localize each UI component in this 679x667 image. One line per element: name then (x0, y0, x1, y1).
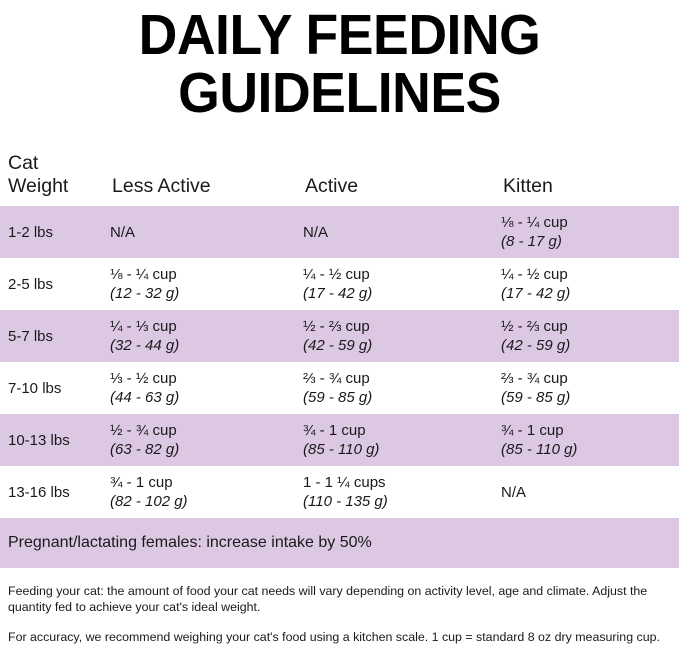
cell-less-active: ⅓ - ½ cup (44 - 63 g) (110, 362, 302, 414)
less-active-cup: N/A (110, 223, 136, 241)
kitten-cup: ½ - ⅔ cup (501, 318, 568, 335)
cell-active: ½ - ⅔ cup (42 - 59 g) (303, 310, 499, 362)
header-less-active: Less Active (112, 175, 211, 197)
active-cup: N/A (303, 223, 329, 241)
cell-kitten: N/A (501, 466, 679, 518)
less-active-cup: ½ - ¾ cup (110, 422, 177, 439)
active-grams: (85 - 110 g) (303, 441, 380, 458)
table-row: 13-16 lbs ¾ - 1 cup (82 - 102 g) 1 - 1 ¼… (0, 466, 679, 518)
less-active-cup: ⅓ - ½ cup (110, 370, 177, 387)
feeding-guidelines-poster: DAILY FEEDING GUIDELINES Cat Weight Less … (0, 0, 679, 646)
kitten-grams: (8 - 17 g) (501, 233, 562, 250)
header-cat-weight-line1: Cat (8, 152, 39, 174)
less-active-cup: ¼ - ⅓ cup (110, 318, 177, 335)
less-active-grams: (32 - 44 g) (110, 337, 180, 354)
kitten-cup: ⅛ - ¼ cup (501, 214, 568, 231)
less-active-grams: (44 - 63 g) (110, 389, 180, 406)
cell-less-active: ¼ - ⅓ cup (32 - 44 g) (110, 310, 302, 362)
weight-label: 10-13 lbs (8, 431, 70, 449)
cell-kitten: ⅔ - ¾ cup (59 - 85 g) (501, 362, 679, 414)
title-line-2: GUIDELINES (178, 61, 501, 125)
page-title: DAILY FEEDING GUIDELINES (0, 0, 679, 122)
weight-label: 2-5 lbs (8, 275, 54, 293)
table-row: 5-7 lbs ¼ - ⅓ cup (32 - 44 g) ½ - ⅔ cup … (0, 310, 679, 362)
active-grams: (59 - 85 g) (303, 389, 373, 406)
cell-weight: 5-7 lbs (8, 310, 108, 362)
cell-kitten: ½ - ⅔ cup (42 - 59 g) (501, 310, 679, 362)
cell-active: 1 - 1 ¼ cups (110 - 135 g) (303, 466, 499, 518)
kitten-cup: ¼ - ½ cup (501, 266, 568, 283)
footnote-accuracy: For accuracy, we recommend weighing your… (8, 630, 660, 644)
feeding-table: Cat Weight Less Active Active Kitten 1-2 … (0, 144, 679, 518)
cell-weight: 13-16 lbs (8, 466, 108, 518)
active-cup: ¼ - ½ cup (303, 266, 370, 283)
active-cup: 1 - 1 ¼ cups (303, 474, 386, 491)
cell-active: ⅔ - ¾ cup (59 - 85 g) (303, 362, 499, 414)
kitten-grams: (59 - 85 g) (501, 389, 571, 406)
active-grams: (42 - 59 g) (303, 337, 373, 354)
pregnant-lactating-note-text: Pregnant/lactating females: increase int… (8, 534, 372, 551)
cell-weight: 2-5 lbs (8, 258, 108, 310)
table-row: 1-2 lbs N/A N/A ⅛ - ¼ cup (8 - 17 g) (0, 206, 679, 258)
cell-less-active: ⅛ - ¼ cup (12 - 32 g) (110, 258, 302, 310)
less-active-grams: (63 - 82 g) (110, 441, 180, 458)
cell-kitten: ¾ - 1 cup (85 - 110 g) (501, 414, 679, 466)
weight-label: 5-7 lbs (8, 327, 54, 345)
table-row: 2-5 lbs ⅛ - ¼ cup (12 - 32 g) ¼ - ½ cup … (0, 258, 679, 310)
cell-active: N/A (303, 206, 499, 258)
pregnant-lactating-note-band: Pregnant/lactating females: increase int… (0, 518, 679, 568)
kitten-grams: (17 - 42 g) (501, 285, 571, 302)
table-row: 10-13 lbs ½ - ¾ cup (63 - 82 g) ¾ - 1 cu… (0, 414, 679, 466)
weight-label: 13-16 lbs (8, 483, 70, 501)
cell-weight: 10-13 lbs (8, 414, 108, 466)
active-cup: ⅔ - ¾ cup (303, 370, 370, 387)
kitten-cup: ¾ - 1 cup (501, 422, 564, 439)
cell-active: ¼ - ½ cup (17 - 42 g) (303, 258, 499, 310)
footnotes: Feeding your cat: the amount of food you… (0, 568, 679, 646)
cell-less-active: ¾ - 1 cup (82 - 102 g) (110, 466, 302, 518)
less-active-cup: ⅛ - ¼ cup (110, 266, 177, 283)
header-active: Active (305, 175, 359, 197)
table-row: 7-10 lbs ⅓ - ½ cup (44 - 63 g) ⅔ - ¾ cup… (0, 362, 679, 414)
header-cat-weight-line2: Weight (8, 175, 69, 197)
table-header-row: Cat Weight Less Active Active Kitten (0, 144, 679, 206)
weight-label: 7-10 lbs (8, 379, 62, 397)
active-grams: (17 - 42 g) (303, 285, 373, 302)
cell-kitten: ⅛ - ¼ cup (8 - 17 g) (501, 206, 679, 258)
header-cat-weight: Cat Weight (8, 152, 68, 198)
cell-weight: 1-2 lbs (8, 206, 108, 258)
title-line-1: DAILY FEEDING (138, 3, 541, 67)
active-cup: ¾ - 1 cup (303, 422, 366, 439)
less-active-cup: ¾ - 1 cup (110, 474, 173, 491)
weight-label: 1-2 lbs (8, 223, 54, 241)
active-grams: (110 - 135 g) (303, 493, 388, 510)
cell-weight: 7-10 lbs (8, 362, 108, 414)
kitten-grams: (42 - 59 g) (501, 337, 571, 354)
less-active-grams: (82 - 102 g) (110, 493, 188, 510)
footnote-feeding-your-cat: Feeding your cat: the amount of food you… (8, 584, 648, 614)
less-active-grams: (12 - 32 g) (110, 285, 180, 302)
kitten-cup: N/A (501, 483, 527, 501)
kitten-cup: ⅔ - ¾ cup (501, 370, 568, 387)
cell-kitten: ¼ - ½ cup (17 - 42 g) (501, 258, 679, 310)
cell-less-active: ½ - ¾ cup (63 - 82 g) (110, 414, 302, 466)
cell-active: ¾ - 1 cup (85 - 110 g) (303, 414, 499, 466)
kitten-grams: (85 - 110 g) (501, 441, 578, 458)
header-kitten: Kitten (503, 175, 553, 197)
cell-less-active: N/A (110, 206, 302, 258)
active-cup: ½ - ⅔ cup (303, 318, 370, 335)
